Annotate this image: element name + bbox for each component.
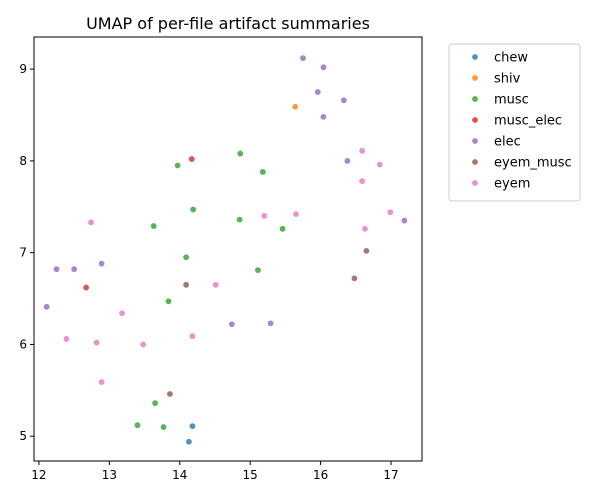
x-tick-label: 16 <box>313 468 328 482</box>
series-musc_elec <box>83 156 195 291</box>
point-elec <box>53 266 60 273</box>
series-elec <box>43 55 408 328</box>
point-elec <box>98 260 105 267</box>
point-eyem <box>98 379 105 385</box>
series-musc <box>134 150 286 430</box>
point-eyem_musc <box>167 391 173 397</box>
point-eyem <box>93 339 100 346</box>
legend-frame <box>448 43 581 202</box>
point-eyem <box>359 147 366 154</box>
point-elec <box>401 217 408 224</box>
point-musc_elec <box>188 156 195 162</box>
legend-marker-chew <box>472 54 478 60</box>
point-musc <box>236 216 243 223</box>
x-tick-label: 15 <box>243 468 258 482</box>
legend-label-eyem: eyem <box>494 177 530 192</box>
point-eyem <box>376 161 383 168</box>
point-eyem <box>387 209 394 216</box>
point-musc <box>237 150 244 157</box>
points-layer <box>43 55 408 445</box>
point-musc_elec <box>83 284 90 291</box>
series-eyem <box>63 147 394 385</box>
legend-marker-eyem <box>472 180 478 186</box>
point-musc <box>174 162 181 169</box>
series-shiv <box>292 103 299 110</box>
point-chew <box>186 438 192 445</box>
y-tick-label: 8 <box>19 154 27 168</box>
point-elec <box>320 113 327 120</box>
point-elec <box>71 266 78 273</box>
point-musc <box>134 422 141 429</box>
point-eyem_musc <box>183 281 190 288</box>
y-tick-label: 9 <box>19 62 27 76</box>
legend-marker-eyem_musc <box>472 159 478 165</box>
point-eyem <box>63 336 70 342</box>
point-musc <box>183 254 190 261</box>
point-musc <box>165 298 172 305</box>
chart-title: UMAP of per-file artifact summaries <box>86 14 370 33</box>
point-elec <box>344 158 351 164</box>
point-musc <box>150 223 157 229</box>
legend-marker-musc_elec <box>472 117 478 123</box>
point-elec <box>43 303 50 310</box>
point-musc <box>152 400 159 407</box>
point-musc <box>160 424 167 430</box>
point-eyem_musc <box>363 247 370 254</box>
point-chew <box>189 423 196 430</box>
x-tick-label: 17 <box>383 468 398 482</box>
point-eyem <box>293 211 299 218</box>
point-elec <box>228 321 235 328</box>
point-elec <box>340 97 347 104</box>
y-tick-label: 5 <box>19 429 27 443</box>
point-eyem <box>88 219 94 226</box>
y-tick-label: 6 <box>19 337 27 351</box>
legend-marker-elec <box>472 138 478 144</box>
point-musc <box>259 169 266 175</box>
axes-layer: 12 13 14 15 16 17 5 6 7 8 9 <box>19 36 423 482</box>
point-elec <box>320 64 327 71</box>
legend-label-musc_elec: musc_elec <box>494 114 562 129</box>
legend-marker-musc <box>472 96 478 102</box>
x-tick-label: 14 <box>172 468 187 482</box>
series-chew <box>186 423 196 445</box>
point-eyem <box>261 213 268 219</box>
point-eyem <box>189 333 196 340</box>
point-eyem <box>119 310 125 317</box>
plot-frame <box>33 36 423 462</box>
legend-label-eyem_musc: eyem_musc <box>494 156 572 171</box>
series-eyem_musc <box>167 247 370 397</box>
point-eyem <box>359 178 366 184</box>
point-shiv <box>292 103 299 110</box>
point-eyem <box>212 281 219 288</box>
point-musc <box>190 206 197 213</box>
y-tick-label: 7 <box>19 246 27 260</box>
point-eyem_musc <box>351 275 358 282</box>
x-tick-label: 12 <box>31 468 46 482</box>
point-eyem <box>362 225 368 232</box>
legend-label-chew: chew <box>494 51 528 66</box>
legend-label-musc: musc <box>494 93 529 108</box>
point-eyem <box>140 341 147 348</box>
point-musc <box>279 225 286 232</box>
point-musc <box>255 267 261 274</box>
legend-marker-shiv <box>472 75 478 81</box>
point-elec <box>314 89 321 95</box>
x-tick-label: 13 <box>102 468 117 482</box>
point-elec <box>300 55 306 62</box>
legend-label-shiv: shiv <box>494 72 521 87</box>
legend-label-elec: elec <box>494 135 521 150</box>
point-elec <box>267 320 274 327</box>
